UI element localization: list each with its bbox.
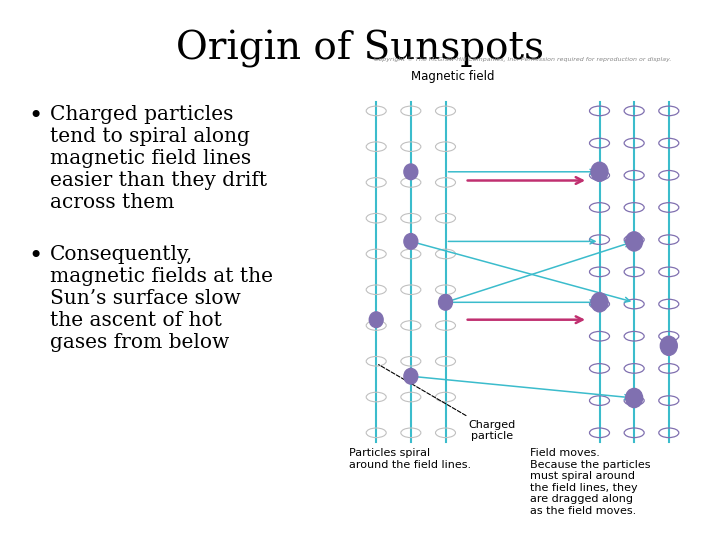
Text: Field moves.
Because the particles
must spiral around
the field lines, they
are : Field moves. Because the particles must … bbox=[530, 448, 651, 516]
Text: magnetic fields at the: magnetic fields at the bbox=[50, 267, 273, 286]
Text: gases from below: gases from below bbox=[50, 333, 229, 352]
Text: magnetic field lines: magnetic field lines bbox=[50, 149, 251, 168]
Circle shape bbox=[404, 368, 418, 384]
Text: Particles spiral
around the field lines.: Particles spiral around the field lines. bbox=[349, 448, 472, 470]
Text: Copyright © The McGraw-Hill Companies, Inc. Permission required for reproduction: Copyright © The McGraw-Hill Companies, I… bbox=[374, 57, 671, 62]
Text: •: • bbox=[28, 105, 42, 128]
Text: Charged
particle: Charged particle bbox=[379, 364, 516, 441]
Text: Consequently,: Consequently, bbox=[50, 245, 193, 264]
Text: Origin of Sunspots: Origin of Sunspots bbox=[176, 30, 544, 68]
Circle shape bbox=[626, 388, 643, 408]
Text: Sun’s surface slow: Sun’s surface slow bbox=[50, 289, 240, 308]
Text: tend to spiral along: tend to spiral along bbox=[50, 127, 250, 146]
Circle shape bbox=[404, 234, 418, 249]
Circle shape bbox=[591, 293, 608, 312]
Text: •: • bbox=[28, 245, 42, 268]
Circle shape bbox=[404, 164, 418, 180]
Text: across them: across them bbox=[50, 193, 174, 212]
Circle shape bbox=[438, 294, 452, 310]
Circle shape bbox=[660, 336, 678, 355]
Circle shape bbox=[626, 232, 643, 251]
Circle shape bbox=[591, 162, 608, 181]
Text: the ascent of hot: the ascent of hot bbox=[50, 311, 222, 330]
Text: Magnetic field: Magnetic field bbox=[411, 70, 495, 83]
Text: Charged particles: Charged particles bbox=[50, 105, 233, 124]
Circle shape bbox=[369, 312, 383, 328]
Text: easier than they drift: easier than they drift bbox=[50, 171, 267, 190]
